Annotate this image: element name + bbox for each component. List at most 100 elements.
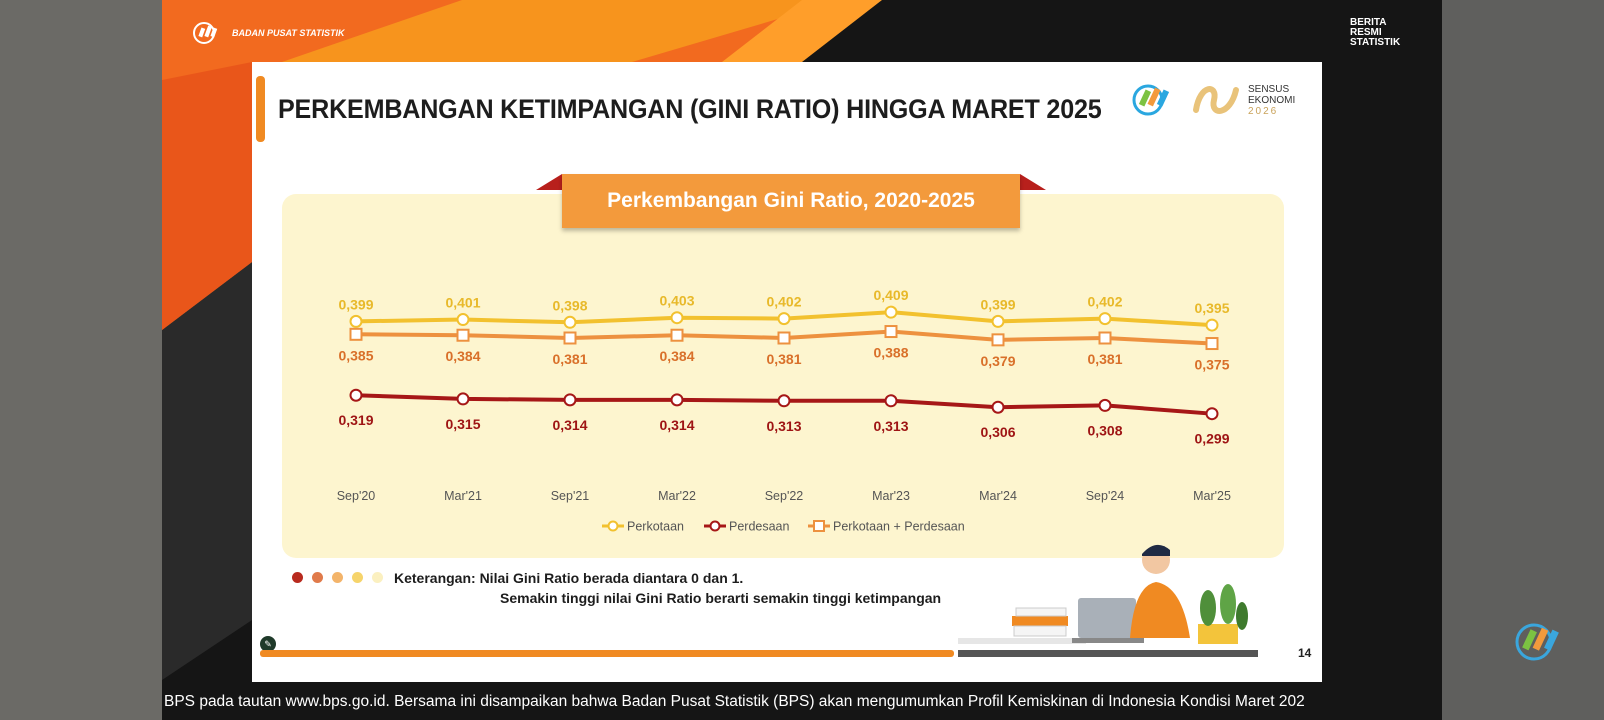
x-tick-label-6: Mar'24 (979, 489, 1017, 503)
data-label-s1-5: 0,313 (873, 418, 908, 434)
marker-s1-6 (991, 400, 1005, 414)
bps-color-logo-icon (1132, 84, 1170, 116)
bps-logo-icon (193, 22, 218, 44)
dot-1 (292, 572, 303, 583)
note-line-2: Semakin tinggi nilai Gini Ratio berarti … (500, 590, 942, 606)
chart-title: Perkembangan Gini Ratio, 2020-2025 (562, 174, 1020, 228)
dot-4 (352, 572, 363, 583)
data-label-s2-0: 0,385 (338, 347, 373, 363)
data-label-s0-6: 0,399 (980, 296, 1015, 312)
title-accent-bar (256, 76, 265, 142)
data-label-s2-6: 0,379 (980, 353, 1015, 369)
sensus-logo: SENSUS EKONOMI 2026 (1128, 80, 1308, 120)
marker-s1-5 (884, 394, 898, 408)
data-label-s1-3: 0,314 (659, 417, 694, 433)
data-label-s1-0: 0,319 (338, 412, 373, 428)
data-label-s0-7: 0,402 (1087, 294, 1122, 310)
note-line-1: Keterangan: Nilai Gini Ratio berada dian… (394, 570, 744, 586)
letterbox-left (0, 0, 162, 720)
marker-s2-2 (563, 331, 577, 345)
legend-marker-2 (813, 520, 825, 532)
books-icon (1012, 607, 1068, 637)
x-tick-label-7: Sep'24 (1086, 489, 1125, 503)
data-label-s0-8: 0,395 (1194, 300, 1229, 316)
illustration (958, 544, 1248, 644)
sensus-year: 2026 (1248, 105, 1279, 117)
marker-s0-1 (456, 313, 470, 327)
marker-s0-4 (777, 312, 791, 326)
marker-s2-6 (991, 333, 1005, 347)
data-label-s1-8: 0,299 (1194, 431, 1229, 447)
bps-header-logo: BADAN PUSAT STATISTIK (192, 22, 345, 44)
marker-s1-2 (563, 393, 577, 407)
data-label-s0-2: 0,398 (552, 297, 587, 313)
data-label-s1-4: 0,313 (766, 418, 801, 434)
marker-s0-3 (670, 311, 684, 325)
bps-watermark-icon (1515, 623, 1559, 661)
chart-panel (282, 194, 1284, 558)
marker-s1-3 (670, 393, 684, 407)
x-tick-label-4: Sep'22 (765, 489, 804, 503)
brs-label: BERITA RESMI STATISTIK (1350, 17, 1401, 48)
data-label-s2-8: 0,375 (1194, 357, 1229, 373)
legend-label-2: Perkotaan + Perdesaan (833, 520, 965, 534)
desk-line (958, 638, 1086, 644)
legend-marker-0 (607, 520, 619, 532)
bottom-accent-line (260, 650, 954, 657)
data-label-s0-3: 0,403 (659, 293, 694, 309)
dot-2 (312, 572, 323, 583)
pen-icon: ✎ (260, 636, 276, 652)
decorative-dots (292, 572, 383, 583)
letterbox-right (1442, 0, 1604, 720)
person-icon (1130, 544, 1190, 638)
data-label-s2-1: 0,384 (445, 348, 480, 364)
sensus-mark-icon (1193, 86, 1239, 114)
note-text: Keterangan: Nilai Gini Ratio berada dian… (394, 568, 941, 608)
data-label-s2-2: 0,381 (552, 351, 587, 367)
data-label-s2-5: 0,388 (873, 345, 908, 361)
bottom-dark-line (958, 650, 1258, 657)
x-tick-label-1: Mar'21 (444, 489, 482, 503)
slide-title: PERKEMBANGAN KETIMPANGAN (GINI RATIO) HI… (278, 94, 1102, 124)
marker-s1-4 (777, 394, 791, 408)
x-tick-label-2: Sep'21 (551, 489, 590, 503)
plant-icon (1198, 584, 1248, 644)
marker-s0-7 (1098, 312, 1112, 326)
banner-ear-right (1020, 174, 1046, 190)
sensus-text: SENSUS EKONOMI 2026 (1248, 84, 1308, 117)
legend-label-0: Perkotaan (627, 520, 684, 534)
slide: PERKEMBANGAN KETIMPANGAN (GINI RATIO) HI… (252, 62, 1322, 682)
line-chart: 0,399 0,401 0,398 0,403 0,402 0,409 0,399 0,402… (337, 287, 1231, 534)
data-label-s2-3: 0,384 (659, 348, 694, 364)
data-label-s0-4: 0,402 (766, 294, 801, 310)
data-label-s2-4: 0,381 (766, 351, 801, 367)
data-label-s1-2: 0,314 (552, 417, 587, 433)
marker-s2-0 (349, 327, 363, 341)
legend-label-1: Perdesaan (729, 520, 790, 534)
data-label-s1-7: 0,308 (1087, 422, 1122, 438)
marker-s2-4 (777, 331, 791, 345)
data-label-s2-7: 0,381 (1087, 351, 1122, 367)
marker-s0-2 (563, 315, 577, 329)
marker-s0-6 (991, 314, 1005, 328)
video-frame: BADAN PUSAT STATISTIK BERITA RESMI STATI… (162, 0, 1442, 720)
x-tick-label-3: Mar'22 (658, 489, 696, 503)
data-label-s1-6: 0,306 (980, 424, 1015, 440)
marker-s1-8 (1205, 407, 1219, 421)
data-label-s0-0: 0,399 (338, 296, 373, 312)
marker-s0-5 (884, 305, 898, 319)
marker-s2-3 (670, 328, 684, 342)
banner-ear-left (536, 174, 562, 190)
dot-5 (372, 572, 383, 583)
legend-marker-1 (709, 520, 721, 532)
sensus-label: SENSUS EKONOMI (1248, 83, 1296, 106)
marker-s1-1 (456, 392, 470, 406)
x-tick-label-8: Mar'25 (1193, 489, 1231, 503)
data-label-s1-1: 0,315 (445, 416, 480, 432)
marker-s0-0 (349, 314, 363, 328)
marker-s0-8 (1205, 318, 1219, 332)
marker-s2-7 (1098, 331, 1112, 345)
x-tick-label-5: Mar'23 (872, 489, 910, 503)
dot-3 (332, 572, 343, 583)
